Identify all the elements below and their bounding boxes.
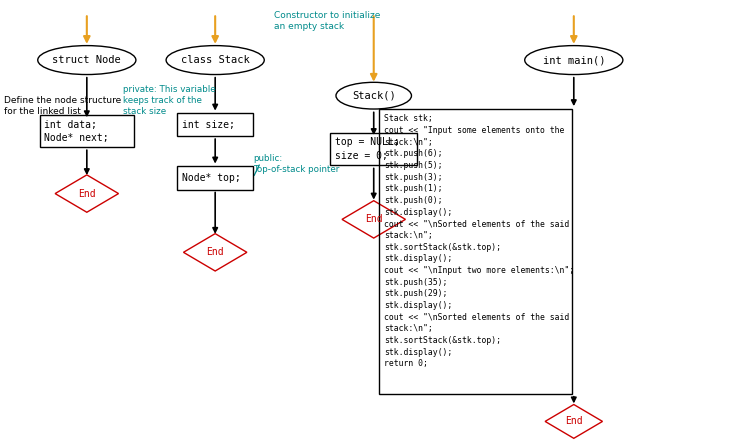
Text: top = NULL;
size = 0;: top = NULL; size = 0; xyxy=(335,138,399,161)
Text: Node* top;: Node* top; xyxy=(182,173,241,183)
Text: Constructor to initialize
an empty stack: Constructor to initialize an empty stack xyxy=(274,11,381,31)
Text: Stack(): Stack() xyxy=(352,91,396,101)
Text: int size;: int size; xyxy=(182,120,235,129)
Text: End: End xyxy=(565,417,583,426)
Text: int main(): int main() xyxy=(543,55,605,65)
Text: End: End xyxy=(365,214,383,224)
Text: Stack stk;
cout << "Input some elements onto the
stack:\n";
stk.push(6);
stk.pus: Stack stk; cout << "Input some elements … xyxy=(384,114,575,368)
Text: class Stack: class Stack xyxy=(180,55,250,65)
Text: Define the node structure
for the linked list: Define the node structure for the linked… xyxy=(4,96,121,116)
Text: private: This variable
keeps track of the
stack size: private: This variable keeps track of th… xyxy=(123,85,216,116)
Text: int data;
Node* next;: int data; Node* next; xyxy=(44,120,109,143)
Text: public:
Top-of-stack pointer: public: Top-of-stack pointer xyxy=(253,154,339,174)
Text: End: End xyxy=(78,189,96,198)
Text: End: End xyxy=(206,247,224,257)
Text: struct Node: struct Node xyxy=(52,55,122,65)
